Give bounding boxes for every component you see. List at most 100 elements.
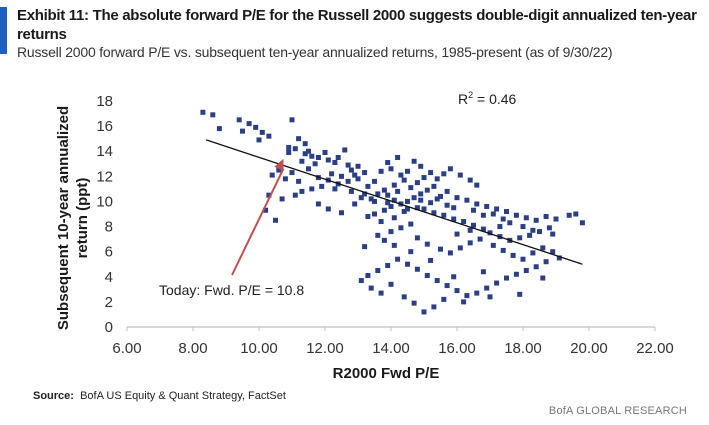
data-point bbox=[434, 278, 440, 284]
data-point bbox=[296, 178, 302, 184]
data-point bbox=[405, 168, 410, 174]
data-point bbox=[362, 244, 368, 250]
data-point bbox=[345, 178, 351, 184]
data-point bbox=[438, 193, 443, 199]
data-point bbox=[292, 146, 298, 152]
data-point bbox=[342, 147, 348, 153]
data-point bbox=[358, 195, 364, 201]
data-point bbox=[325, 206, 331, 212]
data-point bbox=[282, 176, 288, 182]
data-point bbox=[401, 177, 407, 183]
data-point bbox=[405, 261, 410, 267]
data-point bbox=[398, 225, 404, 231]
data-point bbox=[454, 288, 460, 294]
x-tick-label: 6.00 bbox=[112, 340, 141, 357]
data-point bbox=[315, 155, 321, 160]
data-point bbox=[385, 262, 391, 268]
r-squared-label: R2 = 0.46 bbox=[458, 90, 517, 107]
data-point bbox=[520, 224, 526, 230]
x-axis-label: R2000 Fwd P/E bbox=[333, 365, 440, 382]
data-point bbox=[517, 291, 523, 297]
data-point bbox=[504, 208, 509, 214]
data-point bbox=[391, 197, 397, 203]
data-point bbox=[533, 264, 539, 270]
data-point bbox=[302, 151, 308, 157]
y-tick-label: 12 bbox=[96, 168, 113, 185]
data-point bbox=[352, 201, 358, 207]
source-label: Source: bbox=[33, 390, 74, 402]
data-point bbox=[253, 124, 259, 130]
data-point bbox=[431, 304, 437, 310]
data-point bbox=[438, 246, 443, 252]
data-point bbox=[424, 273, 430, 279]
data-point bbox=[480, 226, 486, 232]
y-axis-label: Subsequent 10-year annualized return (ppt… bbox=[55, 106, 91, 330]
data-point bbox=[467, 240, 473, 246]
data-point bbox=[339, 173, 344, 179]
data-point bbox=[414, 235, 420, 241]
data-point bbox=[365, 183, 371, 189]
data-point bbox=[200, 109, 206, 115]
x-tick-label: 14.00 bbox=[372, 340, 410, 357]
data-point bbox=[362, 170, 368, 176]
exhibit-subtitle: Russell 2000 forward P/E vs. subsequent … bbox=[17, 44, 613, 60]
data-point bbox=[405, 198, 410, 204]
data-point bbox=[457, 245, 463, 251]
data-point bbox=[263, 207, 269, 213]
data-point bbox=[352, 172, 358, 178]
data-point bbox=[464, 293, 470, 299]
data-point bbox=[494, 206, 500, 212]
data-point bbox=[444, 283, 450, 289]
data-point bbox=[454, 231, 460, 237]
annotation-arrow bbox=[231, 158, 285, 276]
data-point bbox=[527, 232, 533, 238]
y-tick-label: 0 bbox=[105, 319, 113, 336]
data-point bbox=[388, 229, 394, 235]
arrow-head bbox=[274, 158, 284, 171]
data-point bbox=[401, 294, 407, 300]
data-point bbox=[286, 149, 292, 155]
tick-labels: 6.00 8.00 10.00 12.00 14.00 16.00 18.00 20.00 22… bbox=[96, 93, 673, 357]
data-point bbox=[484, 203, 490, 209]
source-text: BofA US Equity & Quant Strategy, FactSet bbox=[80, 390, 286, 402]
data-point bbox=[302, 141, 308, 147]
data-point bbox=[523, 215, 529, 221]
data-point bbox=[398, 172, 404, 178]
data-point bbox=[467, 177, 473, 183]
data-point bbox=[428, 200, 434, 206]
data-point bbox=[540, 245, 546, 251]
data-point bbox=[441, 296, 447, 302]
data-point bbox=[365, 214, 371, 220]
data-point bbox=[418, 191, 424, 197]
data-point bbox=[345, 162, 351, 168]
data-point bbox=[378, 219, 384, 225]
data-point bbox=[378, 290, 384, 296]
data-point bbox=[464, 197, 470, 203]
data-point bbox=[368, 196, 374, 202]
data-point bbox=[375, 191, 381, 197]
data-point bbox=[408, 249, 414, 255]
data-point bbox=[276, 167, 282, 173]
brand-footer: BofA GLOBAL RESEARCH bbox=[548, 405, 687, 417]
data-point bbox=[484, 285, 490, 291]
y-axis-label-line2: return (ppt) bbox=[74, 178, 91, 259]
data-point bbox=[273, 217, 278, 223]
data-point bbox=[279, 196, 285, 202]
data-point bbox=[471, 222, 476, 228]
annotation-label: Today: Fwd. P/E = 10.8 bbox=[159, 282, 304, 298]
data-point bbox=[553, 216, 559, 222]
data-point bbox=[306, 166, 311, 172]
data-point bbox=[381, 237, 387, 243]
data-point bbox=[329, 171, 335, 177]
data-point bbox=[395, 188, 401, 194]
y-tick-label: 14 bbox=[96, 143, 113, 160]
data-point bbox=[490, 211, 496, 217]
data-point bbox=[375, 268, 381, 273]
y-tick-label: 18 bbox=[96, 93, 113, 110]
data-point bbox=[480, 212, 486, 218]
data-point bbox=[451, 205, 457, 211]
data-point bbox=[332, 186, 338, 192]
data-point bbox=[408, 185, 414, 191]
data-point bbox=[530, 227, 536, 233]
